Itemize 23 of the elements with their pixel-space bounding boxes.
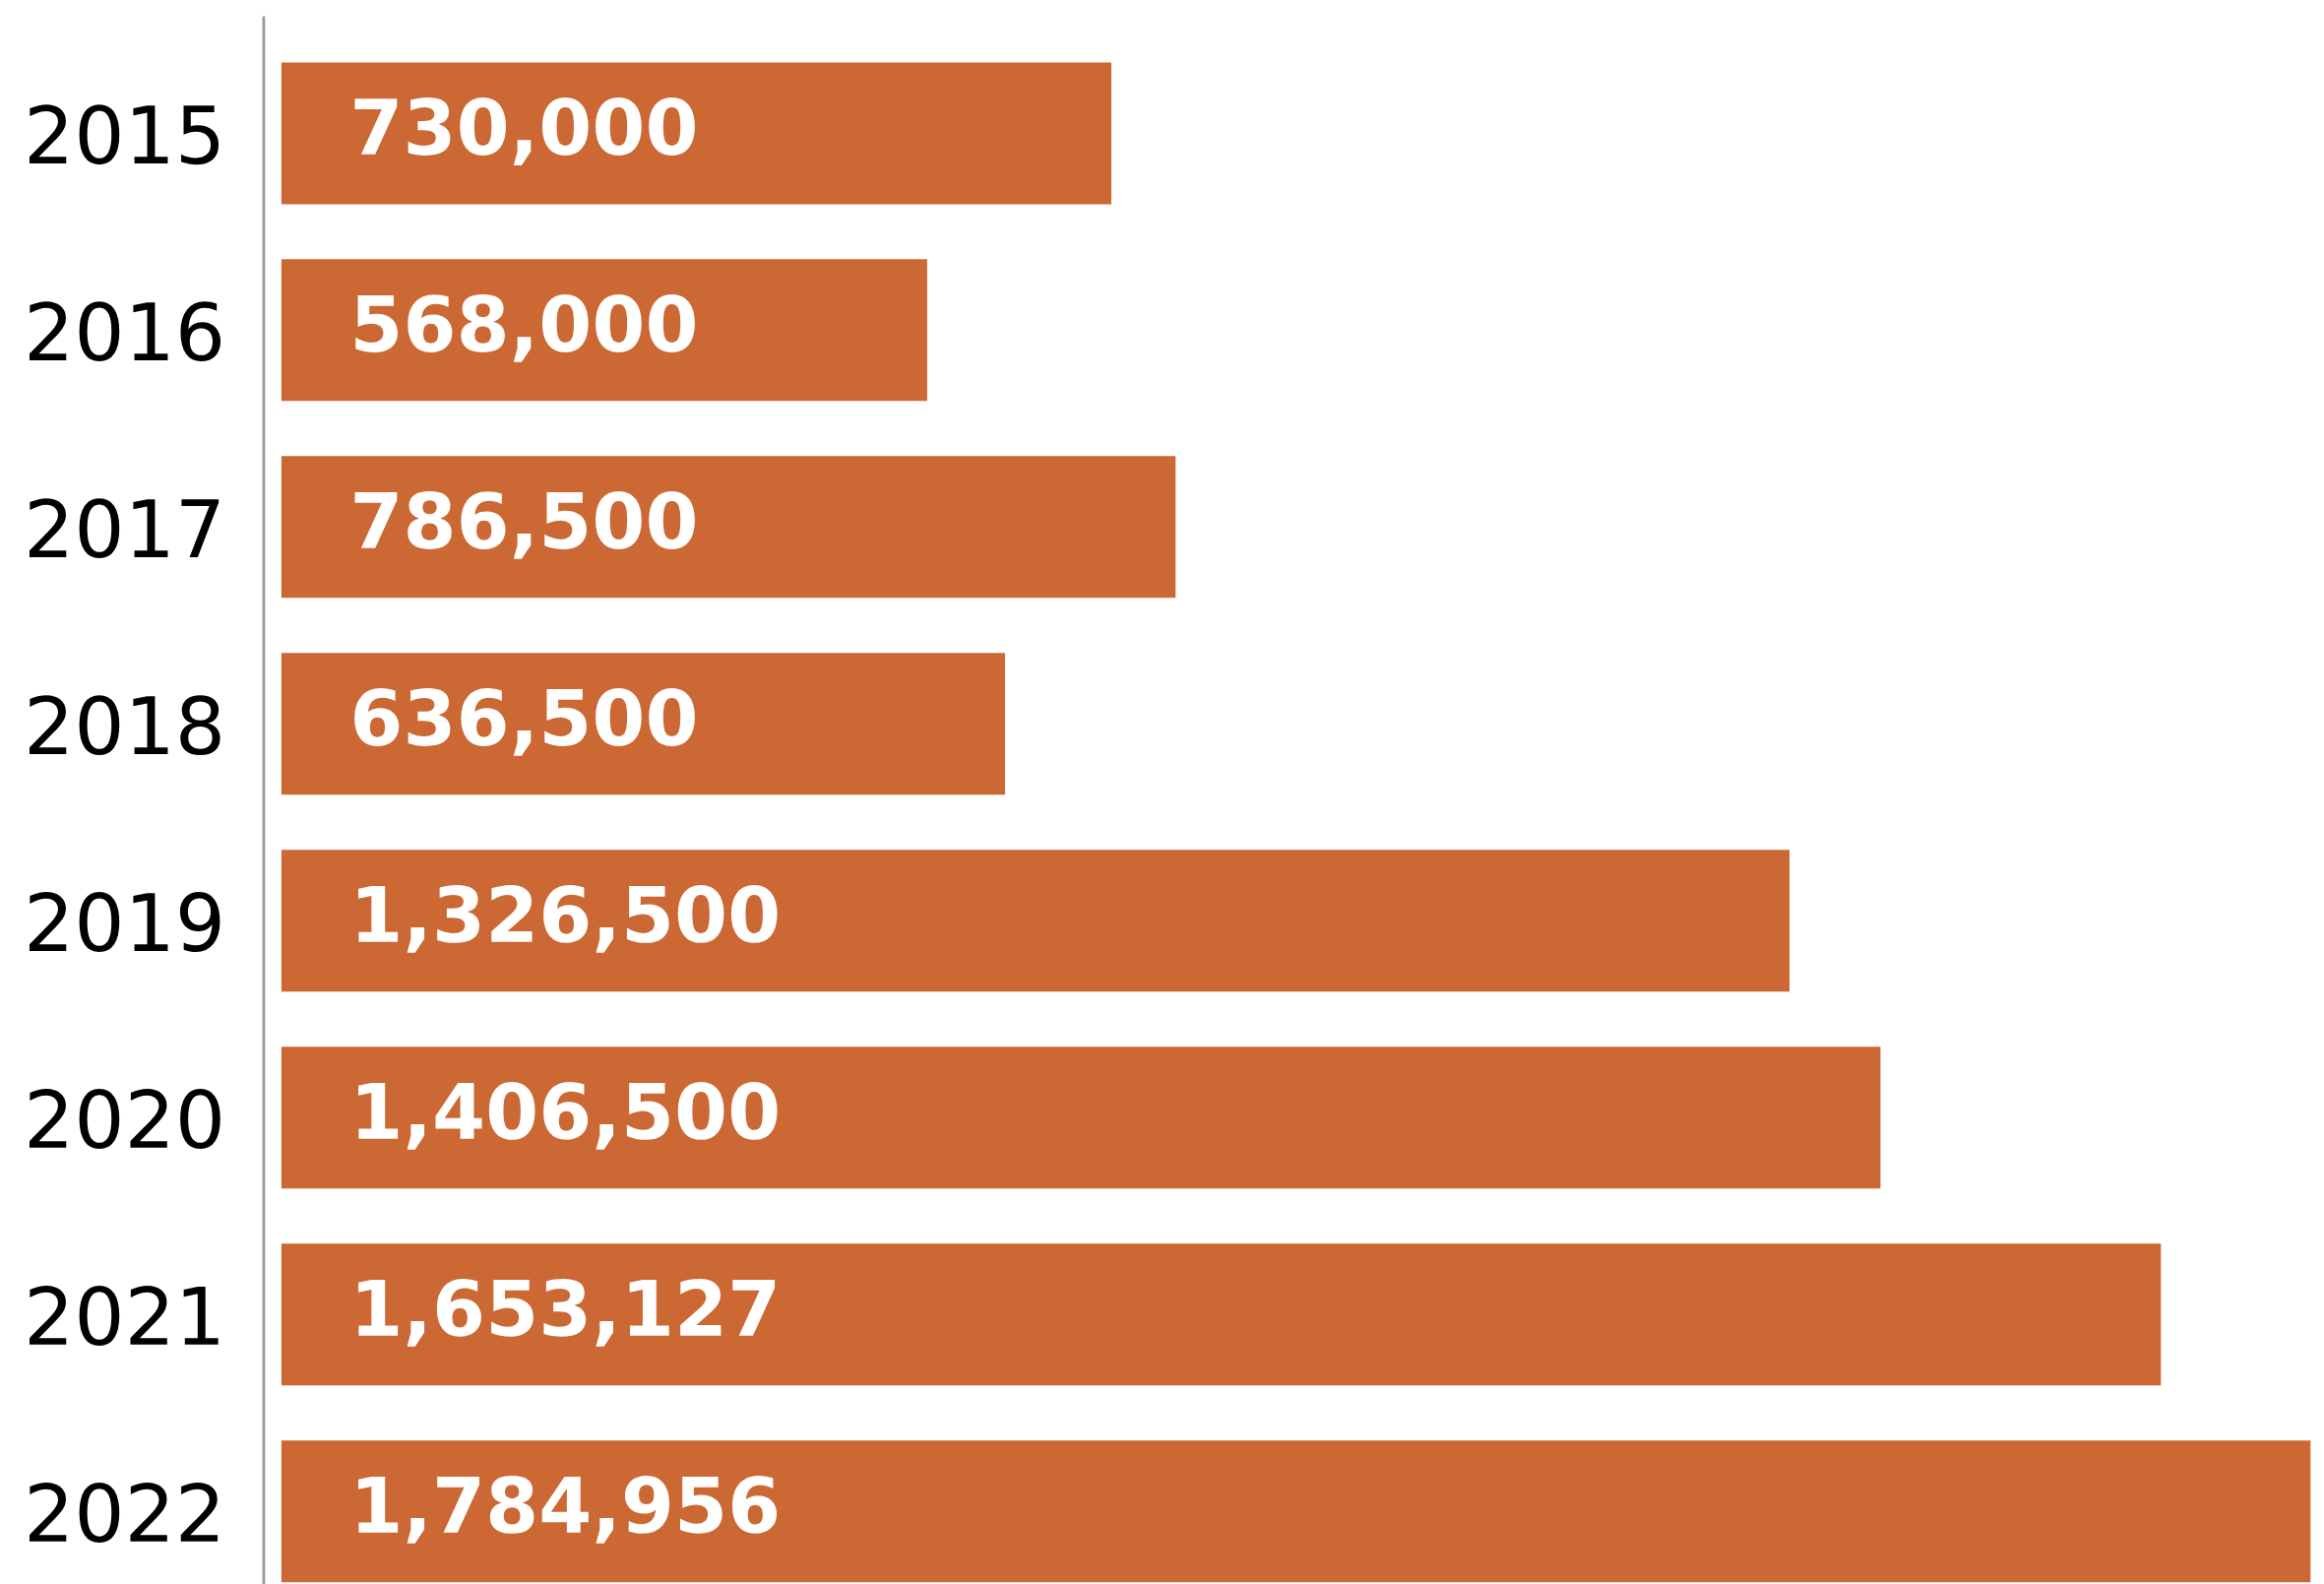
- y-tick-label: 2022: [29, 1483, 219, 1543]
- bar: [281, 1440, 2311, 1583]
- data-label: 1,653,127: [358, 1278, 776, 1347]
- bar: [281, 1046, 1881, 1189]
- bar: [281, 653, 1006, 795]
- bar: [281, 456, 1176, 599]
- bar: [281, 62, 1112, 205]
- y-tick-label: 2020: [29, 1089, 220, 1150]
- bar: [281, 1243, 2162, 1386]
- y-tick-label: 2021: [29, 1286, 219, 1346]
- y-tick-label: 2018: [29, 695, 220, 756]
- data-label: 730,000: [354, 97, 695, 165]
- y-tick-label: 2019: [29, 892, 220, 953]
- y-tick-label: 2017: [29, 498, 220, 559]
- data-label: 1,784,956: [358, 1475, 778, 1544]
- bar: [281, 850, 1790, 992]
- y-tick-label: 2015: [29, 104, 220, 165]
- y-tick-label: 2016: [29, 301, 221, 362]
- data-label: 568,000: [355, 294, 695, 362]
- data-label: 636,500: [354, 688, 695, 756]
- data-label: 1,326,500: [358, 885, 778, 953]
- data-label: 1,406,500: [358, 1082, 778, 1150]
- data-label: 786,500: [354, 491, 695, 559]
